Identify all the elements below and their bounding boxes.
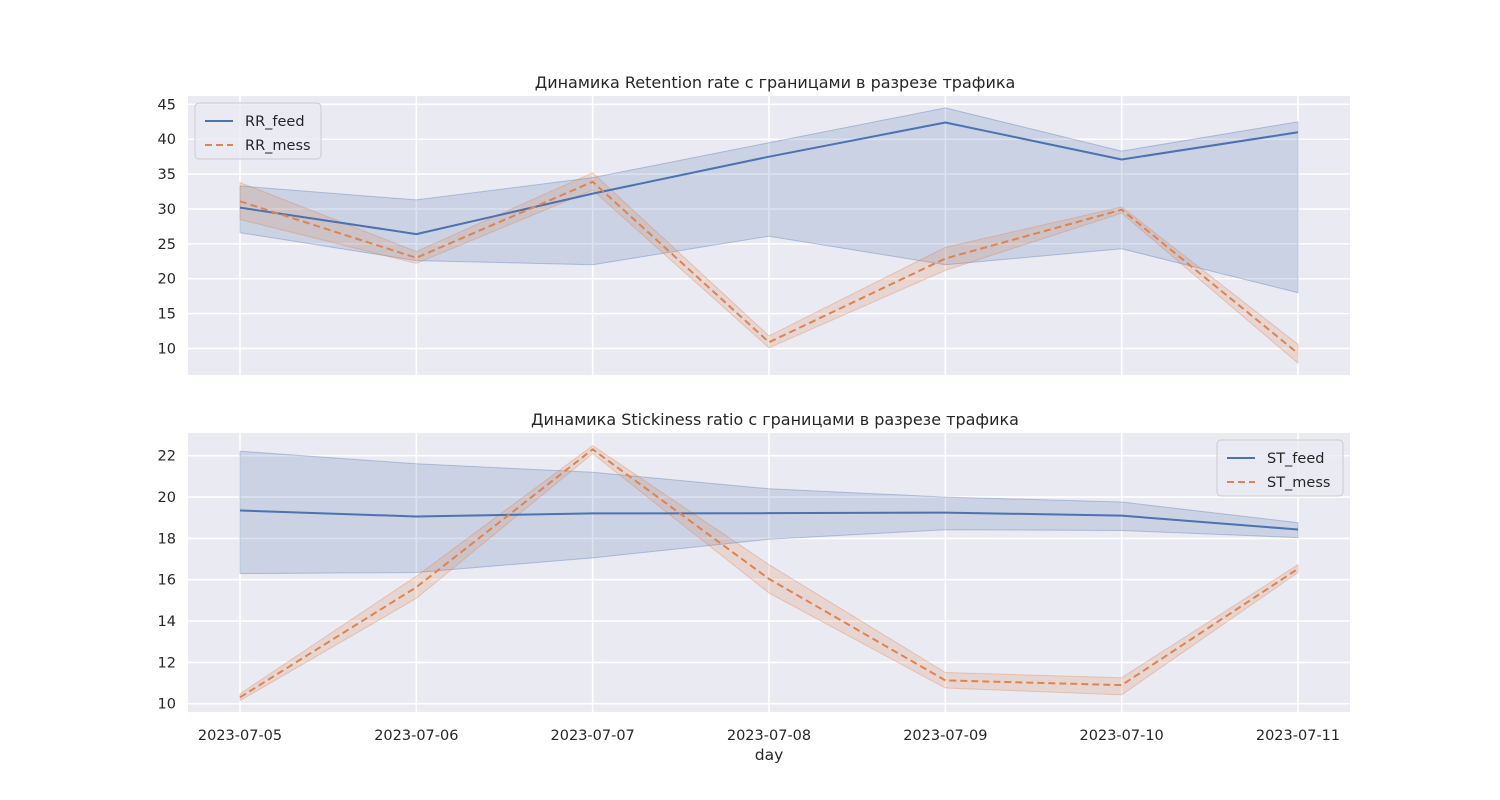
bottom-y-tick-label: 18 [158,531,176,547]
bottom-x-tick-label: 2023-07-10 [1080,728,1164,744]
bottom-y-tick-label: 10 [158,697,176,713]
top-gridlines [188,96,1350,375]
bottom-y-tick-labels: 10 12 14 16 18 20 22 [158,449,176,713]
bottom-y-tick-label: 22 [158,449,176,465]
bottom-x-tick-label: 2023-07-11 [1256,728,1340,744]
bottom-x-tick-label: 2023-07-05 [198,728,282,744]
top-y-tick-label: 10 [158,341,176,357]
top-legend-frame [194,102,322,160]
bottom-x-tick-label: 2023-07-06 [374,728,458,744]
bottom-y-tick-label: 20 [158,490,176,506]
top-band-feed [239,107,1299,294]
top-y-tick-label: 40 [158,132,176,148]
top-line-mess [239,180,1299,355]
bottom-legend-label-feed: ST_feed [1267,451,1324,467]
top-chart-title: Динамика Retention rate с границами в ра… [535,73,1016,92]
top-y-tick-label: 30 [158,202,176,218]
bottom-line-mess [239,448,1299,699]
top-line-feed [239,121,1299,236]
bottom-x-tick-label: 2023-07-08 [727,728,811,744]
top-legend-label-mess: RR_mess [245,138,311,154]
bottom-line-feed [239,509,1299,531]
bottom-y-tick-label: 16 [158,573,176,589]
bottom-chart-title: Динамика Stickiness ratio с границами в … [531,410,1019,429]
bottom-legend-frame [1216,439,1344,497]
bottom-legend-label-mess: ST_mess [1267,475,1330,491]
top-legend-label-feed: RR_feed [245,114,305,130]
bottom-legend: ST_feed ST_mess [1216,439,1344,497]
top-y-tick-label: 25 [158,237,176,253]
top-y-tick-label: 20 [158,272,176,288]
bottom-x-axis-label: day [755,746,784,764]
bottom-series-lines [239,448,1299,699]
bottom-y-tick-label: 14 [158,614,176,630]
top-y-tick-label: 45 [158,97,176,113]
bottom-x-tick-labels: 2023-07-05 2023-07-06 2023-07-07 2023-07-08… [198,728,1340,744]
top-series-lines [239,121,1299,355]
bottom-y-tick-label: 12 [158,655,176,671]
bottom-band-mess [239,444,1299,702]
top-y-tick-label: 15 [158,307,176,323]
top-y-tick-label: 35 [158,167,176,183]
top-subplot: 10 15 20 25 30 35 40 45 Динамика Retention rate… [158,73,1350,375]
top-legend: RR_feed RR_mess [194,102,322,160]
bottom-x-tick-label: 2023-07-09 [903,728,987,744]
bottom-x-tick-label: 2023-07-07 [551,728,635,744]
top-y-tick-labels: 10 15 20 25 30 35 40 45 [158,97,176,357]
bottom-gridlines [188,433,1350,712]
